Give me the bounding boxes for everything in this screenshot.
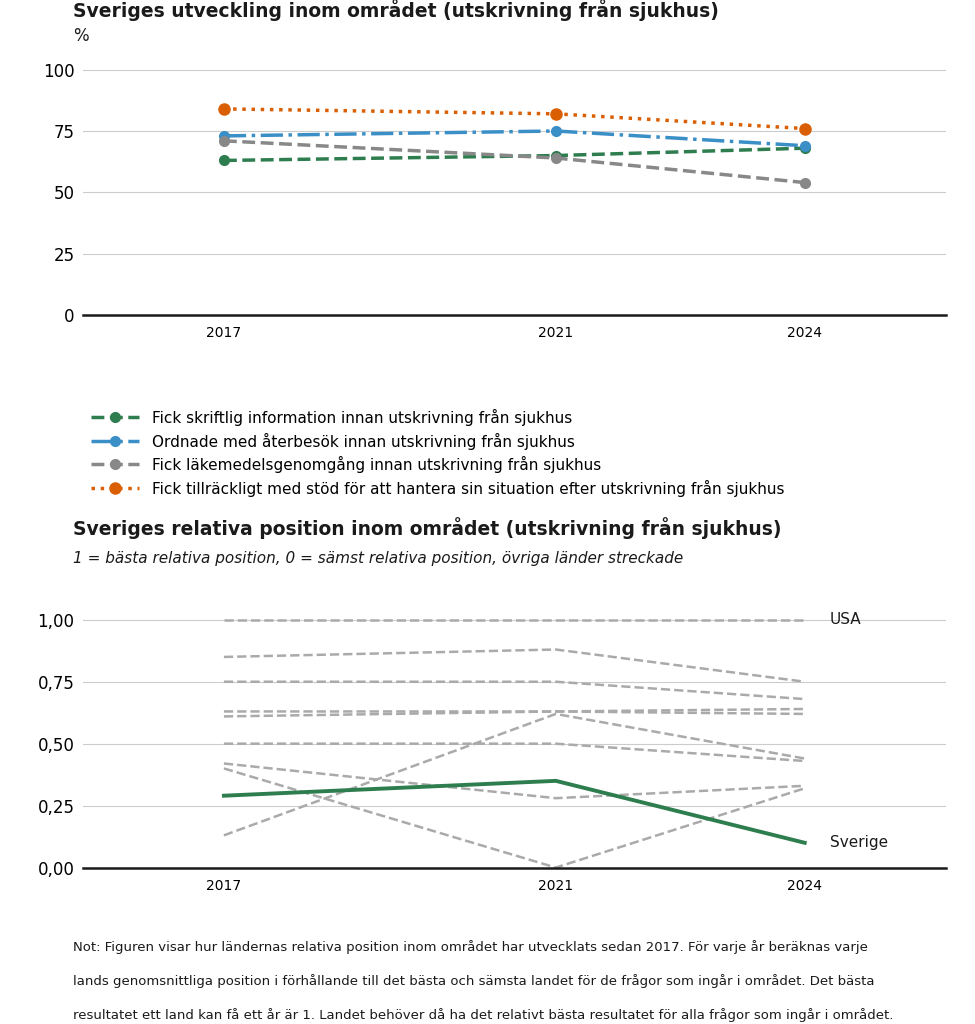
Legend: Fick skriftlig information innan utskrivning från sjukhus, Ordnade med återbesök: Fick skriftlig information innan utskriv… bbox=[91, 409, 784, 498]
Text: Sveriges relativa position inom området (utskrivning från sjukhus): Sveriges relativa position inom området … bbox=[73, 517, 782, 539]
Text: %: % bbox=[73, 27, 89, 45]
Text: Not: Figuren visar hur ländernas relativa position inom området har utvecklats s: Not: Figuren visar hur ländernas relativ… bbox=[73, 940, 868, 954]
Text: USA: USA bbox=[830, 612, 861, 628]
Text: 1 = bästa relativa position, 0 = sämst relativa position, övriga länder streckad: 1 = bästa relativa position, 0 = sämst r… bbox=[73, 551, 683, 566]
Text: Sverige: Sverige bbox=[830, 836, 887, 850]
Text: resultatet ett land kan få ett år är 1. Landet behöver då ha det relativt bästa : resultatet ett land kan få ett år är 1. … bbox=[73, 1008, 893, 1022]
Text: lands genomsnittliga position i förhållande till det bästa och sämsta landet för: lands genomsnittliga position i förhålla… bbox=[73, 974, 875, 988]
Text: Sveriges utveckling inom området (utskrivning från sjukhus): Sveriges utveckling inom området (utskri… bbox=[73, 0, 719, 22]
